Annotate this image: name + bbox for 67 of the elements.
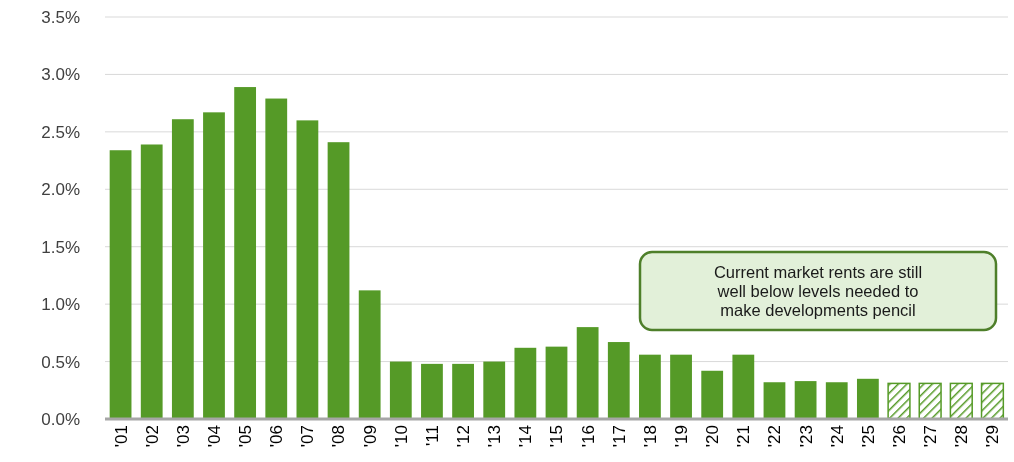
x-tick-label: '13 xyxy=(485,425,505,448)
x-tick-label: '14 xyxy=(516,425,536,448)
y-tick-label: 1.5% xyxy=(41,237,80,257)
bar xyxy=(545,346,568,419)
x-tick-label: '27 xyxy=(921,425,941,448)
x-tick-label: '26 xyxy=(889,425,909,448)
y-tick-label: 0.0% xyxy=(41,409,80,429)
bar xyxy=(576,327,599,419)
x-tick-label: '12 xyxy=(454,425,474,448)
x-tick-label: '23 xyxy=(796,425,816,448)
bar xyxy=(856,378,879,419)
x-tick-label: '22 xyxy=(765,425,785,448)
x-tick-label: '11 xyxy=(422,425,442,446)
bar xyxy=(918,382,942,420)
bar xyxy=(140,144,163,419)
bar xyxy=(203,112,225,419)
x-tick-label: '19 xyxy=(672,425,691,448)
bar xyxy=(825,382,848,419)
x-tick-label: '05 xyxy=(236,425,256,448)
y-tick-label: 2.5% xyxy=(41,122,80,142)
x-tick-label: '21 xyxy=(734,425,754,448)
y-tick-label: 3.5% xyxy=(41,7,80,27)
bar xyxy=(265,98,288,419)
bar xyxy=(389,361,412,419)
y-tick-label: 3.0% xyxy=(41,65,80,85)
x-tick-label: '25 xyxy=(858,425,878,448)
bar xyxy=(483,361,506,419)
y-tick-label: 2.0% xyxy=(41,180,80,200)
bar xyxy=(763,382,786,419)
bar xyxy=(732,354,755,419)
x-tick-label: '24 xyxy=(827,425,847,448)
x-tick-label: '29 xyxy=(983,425,1003,448)
bar xyxy=(701,370,724,419)
x-tick-label: '16 xyxy=(578,425,598,448)
bar xyxy=(296,120,319,419)
x-tick-label: '01 xyxy=(111,425,131,448)
bar xyxy=(607,342,630,419)
x-tick-label: '20 xyxy=(703,425,723,448)
bar xyxy=(887,382,911,420)
y-tick-label: 0.5% xyxy=(41,352,80,372)
x-tick-label: '17 xyxy=(609,425,629,448)
bar xyxy=(109,150,132,419)
x-tick-label: '04 xyxy=(204,425,224,448)
bar xyxy=(327,142,350,419)
bar xyxy=(639,354,661,419)
bar xyxy=(171,119,194,419)
bar xyxy=(234,87,257,419)
x-tick-label: '03 xyxy=(173,425,193,448)
bar xyxy=(794,381,817,419)
x-tick-label: '02 xyxy=(142,425,162,448)
annotation: Current market rents are still well below levels needed to make developments pencil xyxy=(713,262,923,319)
bar xyxy=(980,382,1005,420)
bar xyxy=(514,347,537,419)
bar xyxy=(358,290,381,419)
x-tick-label: '15 xyxy=(547,425,567,448)
x-tick-label: '09 xyxy=(360,425,380,448)
bar xyxy=(452,363,474,419)
x-tick-label: '28 xyxy=(952,425,972,448)
bar xyxy=(949,382,973,420)
x-tick-label: '18 xyxy=(640,425,660,448)
bar xyxy=(670,354,692,419)
x-tick-label: '08 xyxy=(329,425,349,448)
x-tick-label: '10 xyxy=(391,425,411,448)
y-tick-label: 1.0% xyxy=(41,295,80,315)
x-tick-label: '06 xyxy=(267,425,287,448)
bar xyxy=(421,363,443,419)
x-tick-label: '07 xyxy=(298,425,318,448)
